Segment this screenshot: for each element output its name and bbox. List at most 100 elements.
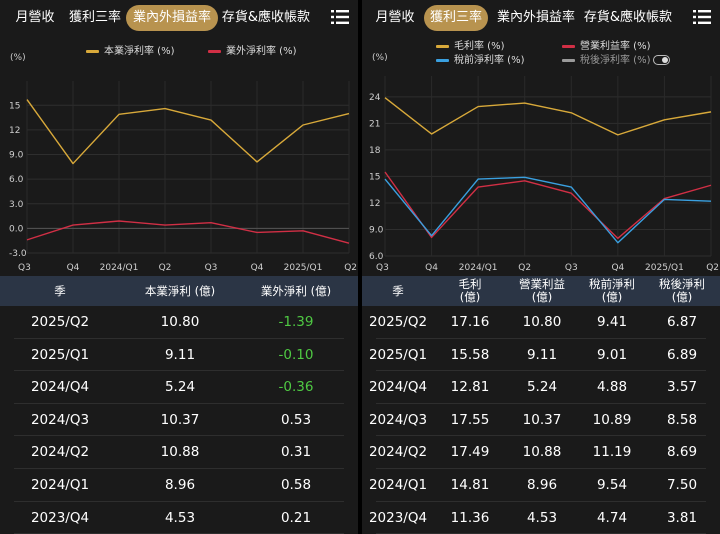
tab-operating-nonoperating[interactable]: 業內外損益率 xyxy=(126,5,218,31)
nonoperating-income-cell: 0.58 xyxy=(280,477,312,493)
nonoperating-income-cell: 0.31 xyxy=(280,444,312,461)
column-header: 營業利益 (億) xyxy=(519,277,565,304)
x-tick-label: Q3 xyxy=(18,263,31,273)
tab-inventory-receivables[interactable]: 存貨&應收帳款 xyxy=(221,10,311,25)
y-tick-label: 6.0 xyxy=(369,252,384,262)
legend-item-operating-margin[interactable]: 本業淨利率 (%) xyxy=(86,42,174,57)
operating-income-cell: 5.24 xyxy=(164,379,196,396)
y-tick-label: 15 xyxy=(369,172,380,182)
toggle-switch[interactable] xyxy=(653,55,671,65)
legend-item-operating-margin[interactable]: 營業利益率 (%) xyxy=(562,37,650,52)
table-header: 季 本業淨利 (億) 業外淨利 (億) xyxy=(0,276,358,306)
x-tick-label: Q4 xyxy=(611,263,624,273)
row-divider xyxy=(14,467,344,469)
operating-income-cell: 4.53 xyxy=(164,509,196,526)
gross-profit-cell: 14.81 xyxy=(450,477,490,493)
quarter-cell: 2024/Q2 xyxy=(30,444,90,461)
row-divider xyxy=(376,435,706,437)
legend-swatch xyxy=(208,49,221,53)
y-tick-label: 6.0 xyxy=(9,175,24,185)
quarter-cell: 2025/Q1 xyxy=(368,346,428,363)
row-divider xyxy=(376,402,706,404)
table-row[interactable]: 2024/Q1 14.81 8.96 9.54 7.50 xyxy=(362,469,720,502)
y-tick-label: 0.0 xyxy=(9,224,24,234)
legend-swatch xyxy=(562,58,575,62)
legend-label: 稅前淨利率 (%) xyxy=(454,55,525,66)
aftertax-income-cell: 3.57 xyxy=(666,379,698,396)
x-tick-label: Q3 xyxy=(565,263,578,273)
table-row[interactable]: 2024/Q2 10.88 0.31 xyxy=(0,436,358,469)
right-panel: 月營收 獲利三率 業內外損益率 存貨&應收帳款 毛利率 (%) 營業利益率 (%… xyxy=(362,0,720,534)
quarter-cell: 2024/Q2 xyxy=(368,444,428,461)
nonoperating-income-cell: -1.39 xyxy=(278,314,314,330)
legend-item-nonoperating-margin[interactable]: 業外淨利率 (%) xyxy=(208,42,296,57)
gross-profit-cell: 11.36 xyxy=(450,509,490,526)
pretax-income-cell: 4.88 xyxy=(596,379,628,396)
row-divider xyxy=(14,435,344,437)
table-row[interactable]: 2023/Q4 4.53 0.21 xyxy=(0,502,358,534)
legend-item-pretax-margin[interactable]: 稅前淨利率 (%) xyxy=(436,51,524,66)
list-menu-icon[interactable] xyxy=(331,10,349,24)
table-row[interactable]: 2024/Q3 10.37 0.53 xyxy=(0,404,358,437)
gross-profit-cell: 15.58 xyxy=(450,346,490,363)
table-row[interactable]: 2024/Q3 17.55 10.37 10.89 8.58 xyxy=(362,404,720,437)
list-menu-icon[interactable] xyxy=(693,10,711,24)
operating-income-cell: 8.96 xyxy=(164,477,196,493)
operating-income-cell: 9.11 xyxy=(164,346,196,363)
legend-label: 營業利益率 (%) xyxy=(580,41,651,52)
tab-profit-margins[interactable]: 獲利三率 xyxy=(424,5,488,31)
column-header: 業外淨利 (億) xyxy=(260,283,332,298)
table-header: 季 毛利 (億) 營業利益 (億) 稅前淨利 (億) 稅後淨利 (億) xyxy=(362,276,720,306)
legend-item-gross-margin[interactable]: 毛利率 (%) xyxy=(436,37,504,52)
pretax-income-cell: 10.89 xyxy=(592,411,632,428)
left-panel: 月營收 獲利三率 業內外損益率 存貨&應收帳款 本業淨利率 (%) 業外淨利率 … xyxy=(0,0,358,534)
table-row[interactable]: 2024/Q1 8.96 0.58 xyxy=(0,469,358,502)
operating-income-cell: 9.11 xyxy=(526,346,558,363)
quarter-cell: 2024/Q1 xyxy=(368,477,428,493)
pretax-income-cell: 9.41 xyxy=(596,314,628,330)
series-line xyxy=(26,99,350,165)
gross-profit-cell: 12.81 xyxy=(450,379,490,396)
quarter-cell: 2025/Q1 xyxy=(30,346,90,363)
row-divider xyxy=(14,500,344,502)
x-tick-label: Q4 xyxy=(67,263,80,273)
operating-income-cell: 10.80 xyxy=(160,314,200,330)
table-row[interactable]: 2025/Q2 17.16 10.80 9.41 6.87 xyxy=(362,306,720,339)
row-divider xyxy=(14,402,344,404)
tab-inventory-receivables[interactable]: 存貨&應收帳款 xyxy=(583,10,673,25)
row-divider xyxy=(376,337,706,339)
aftertax-income-cell: 6.87 xyxy=(666,314,698,330)
table-row[interactable]: 2024/Q4 5.24 -0.36 xyxy=(0,371,358,404)
tab-monthly-revenue[interactable]: 月營收 xyxy=(15,10,55,25)
table-row[interactable]: 2023/Q4 11.36 4.53 4.74 3.81 xyxy=(362,502,720,534)
x-tick-label: 2025/Q1 xyxy=(284,263,323,273)
aftertax-income-cell: 7.50 xyxy=(666,477,698,493)
quarter-cell: 2023/Q4 xyxy=(368,509,428,526)
series-line xyxy=(26,220,350,244)
legend-item-aftertax-margin[interactable]: 稅後淨利率 (%) xyxy=(562,51,671,66)
y-tick-label: 9.0 xyxy=(369,225,384,235)
x-tick-label: 2024/Q1 xyxy=(459,263,498,273)
x-tick-label: Q2 xyxy=(518,263,531,273)
pretax-income-cell: 9.01 xyxy=(596,346,628,363)
y-tick-label: 9.0 xyxy=(9,151,24,161)
tab-profit-margins[interactable]: 獲利三率 xyxy=(68,10,121,25)
series-line xyxy=(384,176,712,244)
tab-monthly-revenue[interactable]: 月營收 xyxy=(375,10,415,25)
series-line xyxy=(384,97,712,136)
table-row[interactable]: 2024/Q4 12.81 5.24 4.88 3.57 xyxy=(362,371,720,404)
y-tick-label: 12 xyxy=(9,126,20,136)
nonoperating-income-cell: -0.10 xyxy=(278,346,314,363)
nonoperating-income-cell: 0.53 xyxy=(280,411,312,428)
table-row[interactable]: 2025/Q1 15.58 9.11 9.01 6.89 xyxy=(362,339,720,372)
table-row[interactable]: 2025/Q1 9.11 -0.10 xyxy=(0,339,358,372)
table-row[interactable]: 2024/Q2 17.49 10.88 11.19 8.69 xyxy=(362,436,720,469)
operating-income-cell: 10.88 xyxy=(160,444,200,461)
x-tick-label: Q2 xyxy=(706,263,719,273)
tab-operating-nonoperating[interactable]: 業內外損益率 xyxy=(496,10,575,25)
table-row[interactable]: 2025/Q2 10.80 -1.39 xyxy=(0,306,358,339)
aftertax-income-cell: 8.69 xyxy=(666,444,698,461)
y-tick-label: 3.0 xyxy=(9,200,24,210)
quarter-cell: 2024/Q1 xyxy=(30,477,90,493)
operating-income-cell: 5.24 xyxy=(526,379,558,396)
